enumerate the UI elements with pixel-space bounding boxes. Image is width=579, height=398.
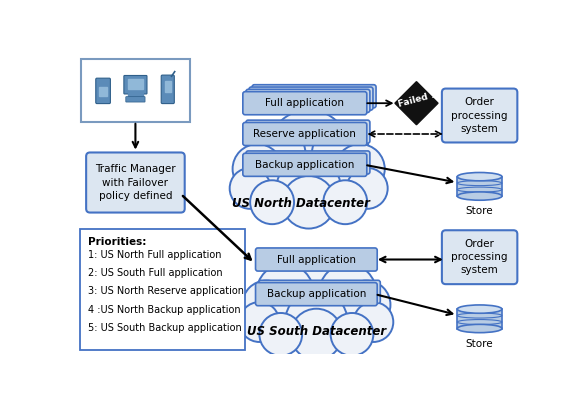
- FancyBboxPatch shape: [255, 283, 377, 306]
- Ellipse shape: [457, 305, 502, 313]
- Text: Order
processing
system: Order processing system: [452, 239, 508, 275]
- FancyBboxPatch shape: [243, 92, 367, 115]
- Text: Backup application: Backup application: [267, 289, 366, 299]
- FancyBboxPatch shape: [80, 59, 190, 122]
- Circle shape: [313, 289, 371, 345]
- Text: 2: US South Full application: 2: US South Full application: [87, 268, 222, 278]
- FancyBboxPatch shape: [246, 151, 370, 174]
- FancyBboxPatch shape: [246, 120, 370, 143]
- Text: Store: Store: [466, 339, 493, 349]
- Text: Full application: Full application: [265, 98, 345, 108]
- FancyBboxPatch shape: [96, 78, 111, 103]
- Circle shape: [277, 249, 356, 329]
- Circle shape: [277, 156, 341, 220]
- Text: Store: Store: [466, 207, 493, 217]
- Circle shape: [253, 154, 312, 212]
- FancyBboxPatch shape: [259, 280, 380, 303]
- Bar: [128, 93, 143, 97]
- Bar: [128, 78, 143, 89]
- FancyBboxPatch shape: [252, 85, 376, 108]
- Circle shape: [283, 176, 335, 228]
- Circle shape: [331, 313, 373, 356]
- Circle shape: [353, 302, 393, 342]
- FancyBboxPatch shape: [457, 309, 502, 328]
- Text: Reserve application: Reserve application: [254, 129, 356, 139]
- FancyBboxPatch shape: [86, 152, 185, 213]
- Text: Order
processing
system: Order processing system: [452, 98, 508, 134]
- Text: Backup application: Backup application: [255, 160, 354, 170]
- Text: Traffic Manager
with Failover
policy defined: Traffic Manager with Failover policy def…: [95, 164, 176, 201]
- FancyBboxPatch shape: [124, 76, 147, 94]
- Ellipse shape: [457, 172, 502, 181]
- FancyBboxPatch shape: [442, 230, 518, 284]
- Text: US North Datacenter: US North Datacenter: [232, 197, 370, 210]
- Circle shape: [250, 180, 294, 224]
- Circle shape: [262, 289, 319, 345]
- Ellipse shape: [457, 192, 502, 200]
- Circle shape: [335, 144, 385, 194]
- Circle shape: [285, 291, 348, 353]
- FancyBboxPatch shape: [246, 89, 370, 113]
- FancyBboxPatch shape: [255, 248, 377, 271]
- Circle shape: [323, 180, 367, 224]
- FancyBboxPatch shape: [243, 153, 367, 176]
- Text: 4 :US North Backup application: 4 :US North Backup application: [87, 305, 240, 315]
- Circle shape: [347, 168, 388, 209]
- Circle shape: [233, 144, 283, 194]
- Ellipse shape: [457, 324, 502, 333]
- Polygon shape: [395, 82, 438, 125]
- Circle shape: [312, 126, 370, 184]
- FancyBboxPatch shape: [126, 97, 145, 102]
- Text: Full application: Full application: [277, 254, 356, 265]
- Text: 3: US North Reserve application: 3: US North Reserve application: [87, 287, 244, 297]
- FancyBboxPatch shape: [80, 230, 245, 349]
- Circle shape: [230, 168, 270, 209]
- Text: 1: US North Full application: 1: US North Full application: [87, 250, 221, 259]
- FancyBboxPatch shape: [457, 177, 502, 196]
- FancyBboxPatch shape: [243, 123, 367, 146]
- Circle shape: [291, 309, 342, 360]
- Circle shape: [342, 281, 390, 329]
- Circle shape: [306, 154, 364, 212]
- Bar: [164, 81, 171, 92]
- Text: 5: US South Backup application: 5: US South Backup application: [87, 324, 241, 334]
- Text: Failed !: Failed !: [397, 91, 436, 109]
- Circle shape: [319, 264, 376, 321]
- Bar: [99, 87, 107, 96]
- Circle shape: [256, 264, 313, 321]
- FancyBboxPatch shape: [442, 89, 518, 142]
- FancyBboxPatch shape: [249, 87, 373, 110]
- Circle shape: [267, 110, 350, 192]
- Circle shape: [242, 281, 291, 329]
- FancyBboxPatch shape: [161, 75, 174, 103]
- Circle shape: [259, 313, 302, 356]
- Text: Priorities:: Priorities:: [87, 237, 146, 247]
- Circle shape: [247, 126, 306, 184]
- Circle shape: [240, 302, 279, 342]
- Text: US South Datacenter: US South Datacenter: [247, 325, 386, 338]
